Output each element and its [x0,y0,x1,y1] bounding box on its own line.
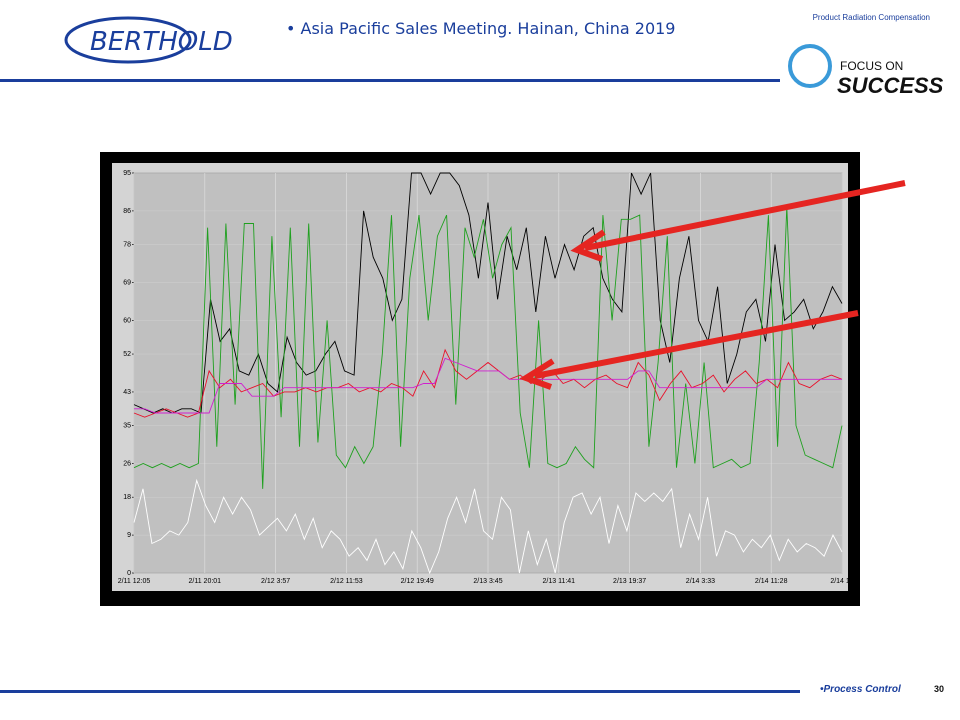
y-tick-label: 35 [123,423,131,430]
x-tick-label: 2/13 3:45 [473,578,502,585]
x-tick-label: 2/11 20:01 [189,578,222,585]
slogan-bottom: SUCCESS [837,73,944,98]
x-tick-label: 2/12 11:53 [330,578,363,585]
y-tick-label: 86 [123,208,131,215]
x-tick-label: 2/12 19:49 [401,578,434,585]
y-tick-label: 26 [123,461,131,468]
logo-swoosh [64,16,192,64]
series-line [133,348,843,418]
header-rule [0,79,780,82]
series-line [133,206,843,489]
footer-section: •Process Control [820,684,901,695]
x-tick-label: 2/12 3:57 [261,578,290,585]
series-line [133,478,843,575]
x-tick-label: 2/14 3:33 [686,578,715,585]
y-tick-label: 69 [123,279,131,286]
series-line [134,357,842,414]
arrow [534,310,859,379]
x-tick-label: 2/13 19:37 [613,578,646,585]
series-line [133,172,843,414]
y-tick-label: 60 [123,317,131,324]
arrow-head [519,358,555,390]
arrows [519,180,906,390]
x-tick-label: 2/13 11:41 [543,578,576,585]
y-tick-label: 78 [123,242,131,249]
slogan-icon [788,44,832,88]
y-tick-label: 9 [127,532,131,539]
x-tick-label: 2/14 11:28 [755,578,788,585]
y-tick-label: 95 [123,170,131,177]
x-tick-label: 2/14 19 [830,578,853,585]
page-number: 30 [934,684,944,694]
y-tick-label: 18 [123,494,131,501]
topic: Product Radiation Compensation [813,13,930,22]
footer-rule [0,690,800,693]
logo: BERTHOLD [90,27,233,57]
plot: 0 9 18 26 35 43 52 60 69 78 86 95 2/11 12:05 2/11 20:… [118,170,854,585]
slogan-top: FOCUS ON [840,59,903,73]
slide-title: • Asia Pacific Sales Meeting. Hainan, Ch… [286,19,675,38]
arrow-head [570,229,606,262]
y-tick-label: 52 [123,351,131,358]
y-tick-label: 0 [127,570,131,577]
arrow [584,180,906,251]
x-tick-label: 2/11 12:05 [118,578,151,585]
y-tick-label: 43 [123,389,131,396]
